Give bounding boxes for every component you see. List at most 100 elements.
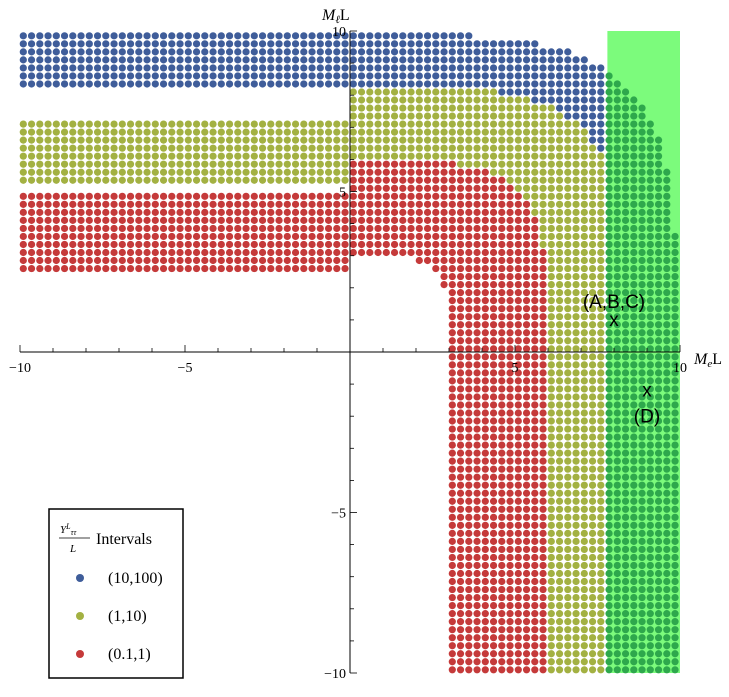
scatter-point — [267, 136, 275, 144]
scatter-point — [588, 200, 597, 208]
scatter-point — [564, 192, 572, 200]
scatter-point — [44, 56, 52, 64]
scatter-point — [539, 545, 547, 554]
scatter-point — [225, 240, 234, 249]
scatter-point — [613, 353, 621, 361]
scatter-point — [456, 176, 465, 184]
scatter-point — [201, 64, 209, 72]
scatter-point — [522, 537, 531, 545]
scatter-point — [267, 48, 275, 56]
scatter-point — [646, 529, 654, 537]
scatter-point — [382, 160, 390, 168]
scatter-point — [291, 264, 300, 273]
scatter-point — [151, 248, 159, 257]
scatter-point — [654, 529, 663, 537]
scatter-point — [333, 208, 341, 216]
scatter-point — [522, 88, 531, 96]
scatter-point — [663, 200, 671, 208]
scatter-point — [597, 297, 605, 305]
scatter-point — [300, 232, 308, 241]
scatter-point — [638, 264, 646, 273]
scatter-point — [663, 457, 671, 465]
scatter-point — [291, 248, 300, 257]
scatter-point — [646, 577, 654, 586]
scatter-point — [473, 353, 481, 361]
scatter-point — [654, 184, 663, 192]
scatter-point — [60, 64, 69, 72]
scatter-point — [201, 72, 209, 80]
scatter-point — [60, 168, 69, 176]
scatter-point — [654, 401, 663, 409]
scatter-point — [44, 208, 52, 216]
scatter-point — [465, 425, 473, 433]
scatter-point — [580, 280, 588, 289]
scatter-point — [597, 321, 605, 329]
scatter-point — [646, 289, 654, 297]
scatter-point — [522, 658, 531, 666]
scatter-point — [423, 80, 432, 88]
scatter-point — [630, 401, 638, 409]
scatter-point — [407, 192, 415, 200]
scatter-point — [85, 216, 93, 224]
scatter-point — [192, 240, 201, 249]
scatter-point — [588, 136, 597, 144]
scatter-point — [168, 48, 176, 56]
scatter-point — [555, 425, 564, 433]
scatter-point — [514, 272, 522, 281]
scatter-point — [498, 345, 506, 353]
scatter-point — [489, 618, 498, 626]
scatter-point — [93, 144, 102, 152]
scatter-point — [531, 513, 539, 521]
scatter-point — [555, 160, 564, 168]
scatter-point — [663, 337, 671, 345]
scatter-point — [407, 208, 415, 216]
scatter-point — [555, 152, 564, 160]
scatter-point — [580, 345, 588, 353]
scatter-point — [646, 192, 654, 200]
scatter-point — [440, 160, 448, 168]
scatter-point — [465, 537, 473, 545]
scatter-point — [539, 104, 547, 112]
scatter-point — [630, 465, 638, 473]
scatter-point — [77, 40, 85, 48]
scatter-point — [580, 361, 588, 369]
scatter-point — [382, 248, 390, 257]
scatter-point — [159, 168, 168, 176]
scatter-point — [564, 385, 572, 393]
scatter-point — [564, 553, 572, 562]
scatter-point — [638, 642, 646, 650]
scatter-point — [572, 80, 580, 88]
scatter-point — [638, 329, 646, 337]
scatter-point — [613, 433, 621, 441]
scatter-point — [522, 642, 531, 650]
scatter-point — [217, 256, 225, 265]
scatter-point — [613, 232, 621, 241]
scatter-point — [151, 256, 159, 265]
scatter-point — [613, 104, 621, 112]
scatter-point — [671, 513, 679, 521]
scatter-point — [539, 385, 547, 393]
scatter-point — [201, 176, 209, 184]
scatter-point — [572, 160, 580, 168]
scatter-point — [349, 248, 357, 257]
scatter-point — [407, 232, 415, 241]
scatter-point — [473, 457, 481, 465]
scatter-point — [60, 152, 69, 160]
scatter-point — [357, 160, 366, 168]
scatter-point — [267, 128, 275, 136]
scatter-point — [465, 497, 473, 505]
scatter-point — [151, 136, 159, 144]
scatter-point — [572, 128, 580, 136]
scatter-point — [489, 489, 498, 497]
scatter-point — [514, 433, 522, 441]
scatter-point — [555, 417, 564, 425]
scatter-point — [69, 224, 77, 233]
scatter-point — [663, 417, 671, 425]
scatter-point — [489, 136, 498, 144]
scatter-point — [465, 353, 473, 361]
scatter-point — [621, 650, 630, 658]
scatter-point — [498, 200, 506, 208]
scatter-point — [382, 136, 390, 144]
scatter-point — [671, 361, 679, 369]
scatter-point — [69, 56, 77, 64]
